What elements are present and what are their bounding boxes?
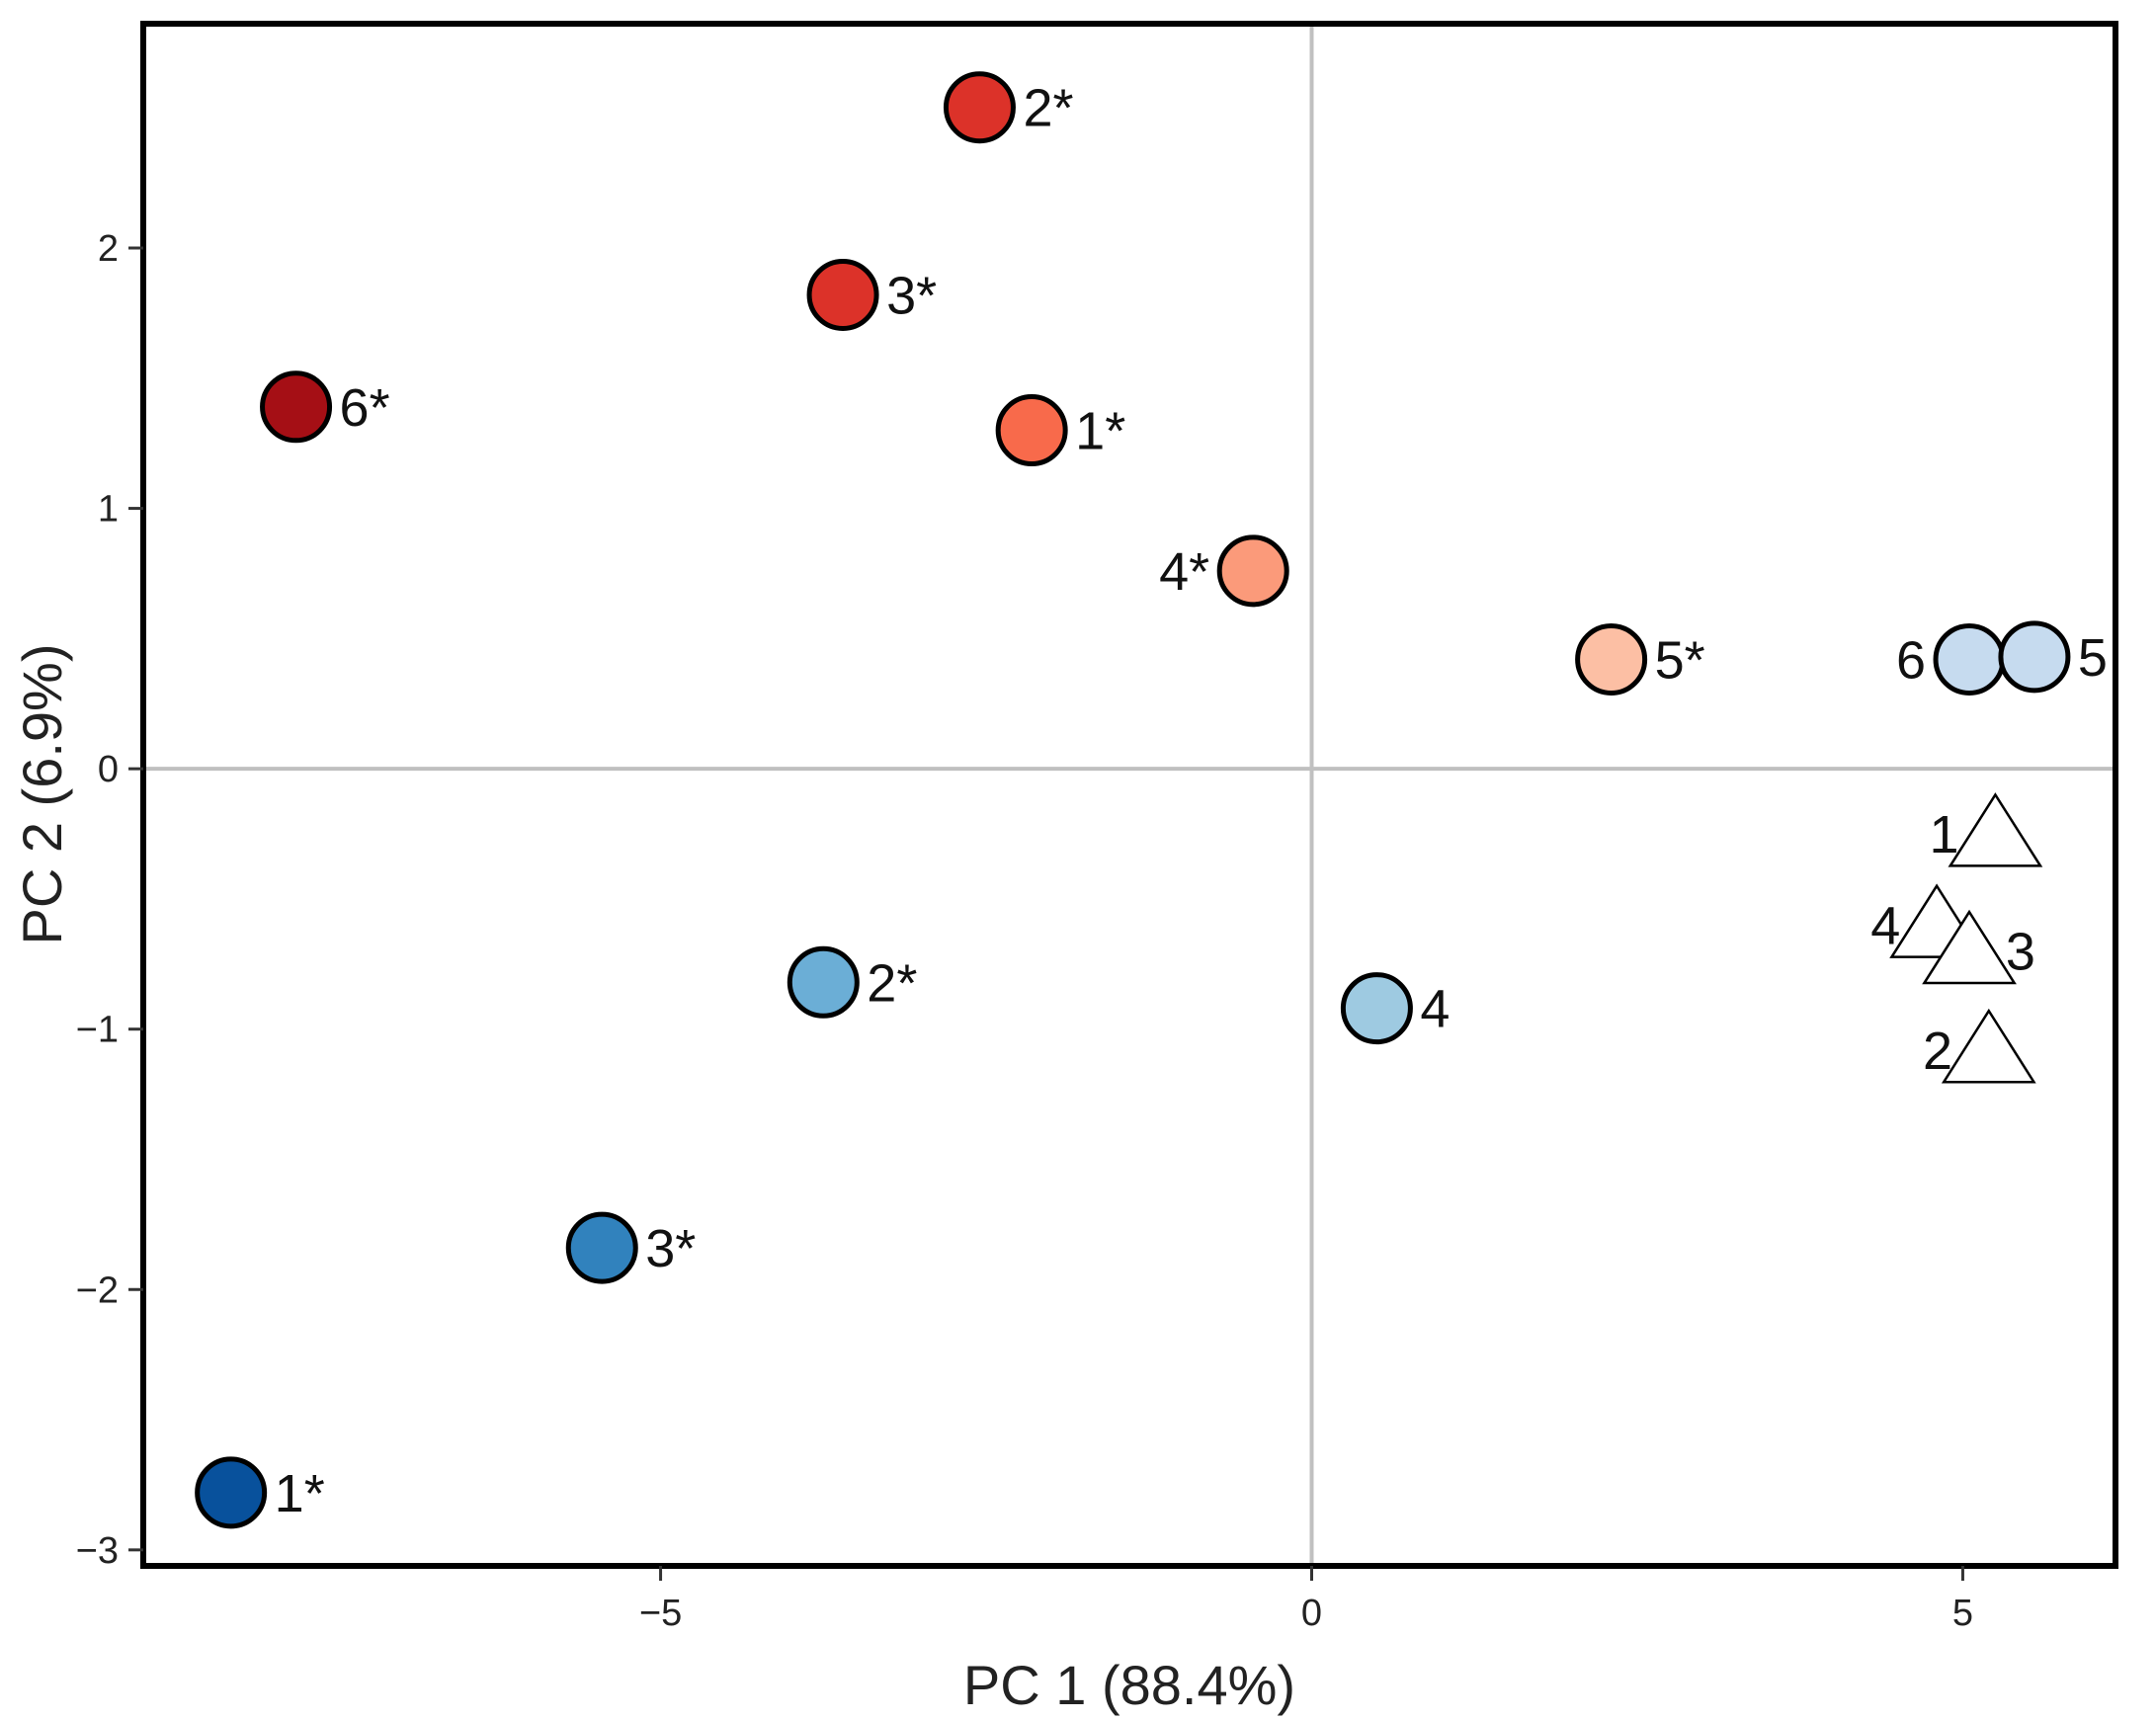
data-point bbox=[1933, 622, 2006, 696]
y-tick-label: 2 bbox=[98, 228, 119, 270]
data-point bbox=[195, 1456, 268, 1529]
data-label: 4 bbox=[1870, 896, 1900, 955]
data-label: 6* bbox=[340, 378, 390, 438]
data-point bbox=[995, 394, 1068, 467]
point-labels: 2*3*6* 1*4*5* 6 52* 43*1*14 32 bbox=[275, 79, 2108, 1523]
data-point bbox=[1922, 909, 2017, 985]
x-tick-label: −5 bbox=[639, 1593, 682, 1634]
data-point bbox=[1998, 620, 2071, 694]
data-label: 4* bbox=[1159, 542, 1209, 602]
x-tick-label: 0 bbox=[1301, 1593, 1322, 1634]
data-point bbox=[1216, 534, 1289, 608]
data-label: 6 bbox=[1896, 630, 1926, 690]
data-label: 5 bbox=[2078, 628, 2108, 688]
plot-frame bbox=[140, 21, 2118, 1569]
data-point bbox=[1340, 972, 1413, 1045]
y-axis-title: PC 2 (6.9%) bbox=[11, 644, 73, 945]
y-axis: −3 −2 −1 0 1 2 bbox=[76, 228, 143, 1572]
data-label: 3* bbox=[645, 1219, 696, 1278]
data-point bbox=[806, 258, 879, 331]
data-label: 5* bbox=[1655, 630, 1705, 690]
data-point bbox=[1941, 1008, 2036, 1084]
data-label: 3* bbox=[886, 266, 937, 325]
data-label: 2* bbox=[867, 953, 917, 1013]
data-point bbox=[1948, 792, 2043, 867]
data-point bbox=[260, 370, 333, 444]
reference-lines bbox=[146, 27, 2113, 1563]
y-tick-label: 0 bbox=[98, 749, 119, 790]
x-axis: −5 0 5 bbox=[639, 1566, 1973, 1634]
data-label: 1* bbox=[275, 1464, 325, 1523]
y-tick-label: −3 bbox=[76, 1530, 119, 1572]
x-axis-title: PC 1 (88.4%) bbox=[963, 1654, 1295, 1716]
data-label: 1 bbox=[1930, 805, 1959, 864]
data-label: 2 bbox=[1923, 1022, 1952, 1081]
data-point bbox=[943, 71, 1016, 144]
data-label: 1* bbox=[1075, 402, 1125, 461]
x-tick-label: 5 bbox=[1952, 1593, 1973, 1634]
data-point bbox=[1575, 622, 1648, 696]
data-label: 3 bbox=[2006, 923, 2035, 982]
data-label: 4 bbox=[1420, 980, 1450, 1039]
y-tick-label: 1 bbox=[98, 489, 119, 531]
y-tick-label: −1 bbox=[76, 1010, 119, 1051]
data-label: 2* bbox=[1023, 79, 1073, 138]
y-tick-label: −2 bbox=[76, 1270, 119, 1311]
data-point bbox=[565, 1211, 638, 1284]
data-points bbox=[195, 71, 2071, 1529]
data-point bbox=[787, 945, 860, 1019]
